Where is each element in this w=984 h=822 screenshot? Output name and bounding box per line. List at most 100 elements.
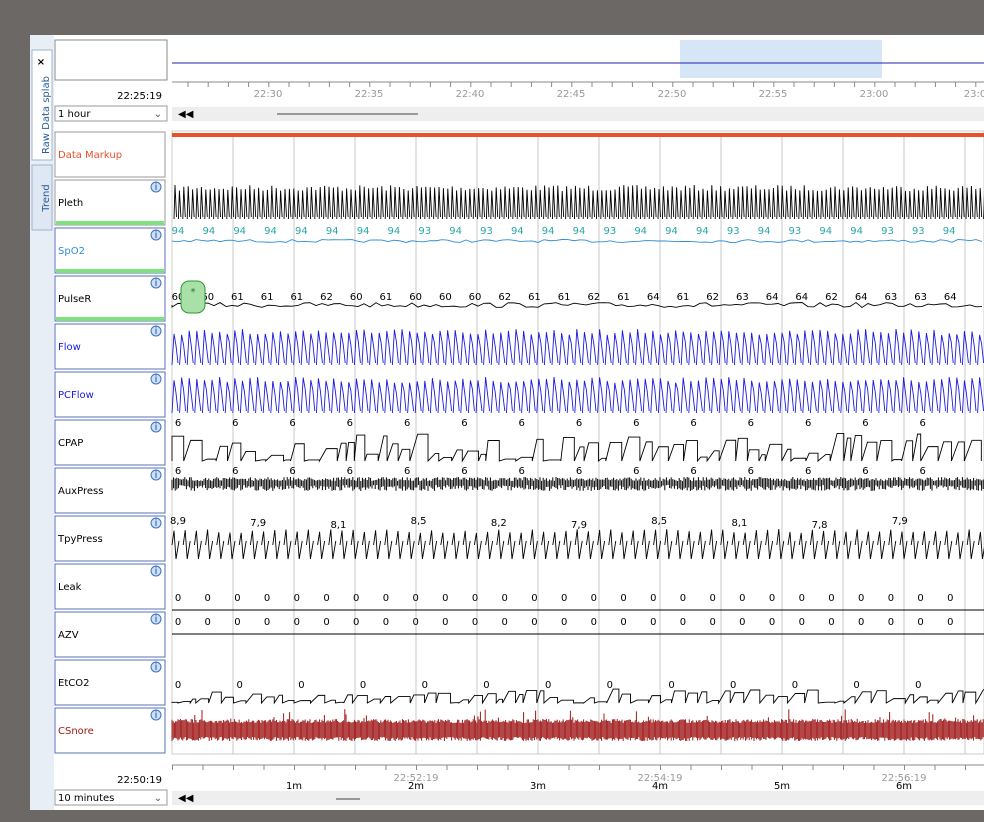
- info-icon[interactable]: [150, 181, 162, 193]
- value-label: 93: [418, 226, 431, 237]
- value-label: 6: [404, 466, 410, 477]
- value-label: 94: [295, 226, 308, 237]
- channel-box: [54, 611, 166, 658]
- info-icon[interactable]: [150, 613, 162, 625]
- value-label: 0: [175, 680, 181, 691]
- info-icon[interactable]: [150, 661, 162, 673]
- value-label: 6: [633, 466, 639, 477]
- info-icon[interactable]: [150, 277, 162, 289]
- value-label: 94: [326, 226, 339, 237]
- value-label: 94: [449, 226, 462, 237]
- value-label: 0: [298, 680, 304, 691]
- value-label: 61: [231, 292, 244, 303]
- info-icon[interactable]: [150, 469, 162, 481]
- value-label: 0: [607, 680, 613, 691]
- dropdown-arrow[interactable]: ⌄: [154, 793, 162, 804]
- event-marker[interactable]: [180, 280, 206, 314]
- value-label: 0: [472, 593, 478, 604]
- value-label: 0: [888, 617, 894, 628]
- value-label: 0: [175, 617, 181, 628]
- value-label: 8,2: [491, 518, 507, 529]
- value-label: 6: [633, 418, 639, 429]
- value-label: 0: [769, 593, 775, 604]
- value-label: 0: [561, 593, 567, 604]
- span-select[interactable]: [54, 105, 168, 122]
- value-label: 7,9: [250, 518, 266, 529]
- value-label: 8,1: [731, 518, 747, 529]
- value-label: 60: [172, 292, 185, 303]
- tab-trend[interactable]: [31, 164, 53, 231]
- quality-bar: [56, 221, 164, 225]
- value-label: 0: [858, 593, 864, 604]
- value-label: 6: [461, 418, 467, 429]
- value-label: 0: [294, 617, 300, 628]
- nav-buttons[interactable]: ◀◀: [178, 793, 194, 804]
- info-icon[interactable]: [150, 373, 162, 385]
- tab-close[interactable]: ×: [37, 57, 45, 68]
- value-label: 6: [519, 418, 525, 429]
- scrollbar[interactable]: [172, 791, 984, 805]
- info-icon[interactable]: [150, 517, 162, 529]
- value-label: 0: [442, 593, 448, 604]
- channel-box: [54, 563, 166, 610]
- info-i: i: [155, 278, 158, 289]
- value-label: 0: [680, 617, 686, 628]
- value-label: 94: [388, 226, 401, 237]
- value-label: 6: [862, 466, 868, 477]
- value-label: 0: [947, 593, 953, 604]
- info-icon[interactable]: [150, 421, 162, 433]
- value-label: 6: [175, 466, 181, 477]
- value-label: 64: [855, 292, 868, 303]
- value-label: 0: [294, 593, 300, 604]
- channel-box: [54, 419, 166, 466]
- value-label: 60: [350, 292, 363, 303]
- value-label: 94: [850, 226, 863, 237]
- value-label: 62: [320, 292, 333, 303]
- value-label: 0: [502, 593, 508, 604]
- markup-bar: [172, 133, 984, 137]
- value-label: 94: [542, 226, 555, 237]
- value-label: 0: [353, 617, 359, 628]
- value-label: 63: [736, 292, 749, 303]
- overview-window[interactable]: [680, 40, 882, 78]
- info-icon[interactable]: [150, 229, 162, 241]
- info-icon[interactable]: [150, 565, 162, 577]
- tab-raw[interactable]: [31, 49, 53, 161]
- value-label: 6: [805, 418, 811, 429]
- channel-name: Flow: [58, 342, 81, 353]
- tab-label[interactable]: Trend: [41, 184, 52, 212]
- tab-label[interactable]: Raw Data splab: [41, 76, 52, 154]
- channel-name: AZV: [58, 630, 79, 641]
- dropdown-arrow[interactable]: ⌄: [154, 109, 162, 120]
- info-icon[interactable]: [150, 709, 162, 721]
- span-select[interactable]: [54, 789, 168, 806]
- span-value[interactable]: 1 hour: [58, 109, 91, 120]
- value-label: 94: [202, 226, 215, 237]
- value-label: 61: [677, 292, 690, 303]
- value-label: 0: [858, 617, 864, 628]
- overview-tick-label: 22:55: [759, 89, 788, 100]
- plot-area: [171, 130, 984, 755]
- span-value[interactable]: 10 minutes: [58, 793, 114, 804]
- value-label: 0: [769, 617, 775, 628]
- channel-box: [54, 467, 166, 514]
- detail-tick-label: 4m: [652, 781, 668, 792]
- value-label: 64: [647, 292, 660, 303]
- value-label: 94: [696, 226, 709, 237]
- info-icon[interactable]: [150, 325, 162, 337]
- value-label: 94: [943, 226, 956, 237]
- value-label: 94: [665, 226, 678, 237]
- scrollbar[interactable]: [172, 107, 984, 121]
- value-label: 0: [422, 680, 428, 691]
- value-label: 94: [233, 226, 246, 237]
- nav-buttons[interactable]: ◀◀: [178, 109, 194, 120]
- overview-tick-label: 22:40: [456, 89, 485, 100]
- value-label: 6: [748, 466, 754, 477]
- quality-bar: [56, 317, 164, 321]
- overview-tick-label: 23:0: [964, 89, 984, 100]
- channel-name: PulseR: [58, 294, 91, 305]
- channel-name: TpyPress: [57, 534, 103, 545]
- value-label: 0: [442, 617, 448, 628]
- value-label: 64: [944, 292, 957, 303]
